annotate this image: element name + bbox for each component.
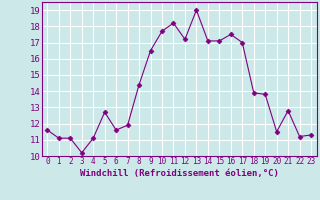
X-axis label: Windchill (Refroidissement éolien,°C): Windchill (Refroidissement éolien,°C): [80, 169, 279, 178]
